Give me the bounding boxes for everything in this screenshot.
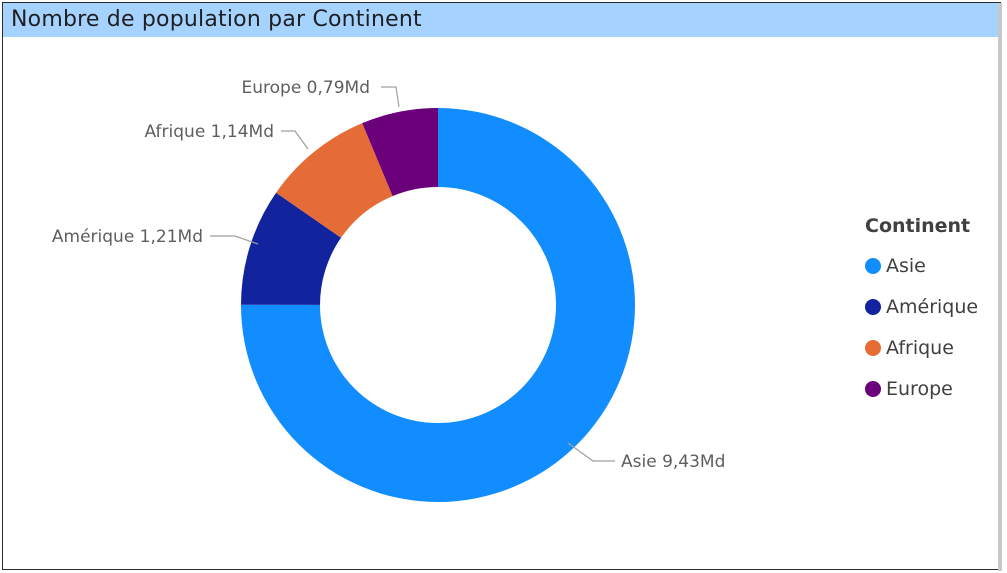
legend-item-europe[interactable]: Europe — [865, 368, 978, 409]
slice-europe[interactable] — [362, 108, 438, 197]
data-label-amerique: Amérique 1,21Md — [52, 227, 203, 247]
legend-title: Continent — [865, 215, 971, 237]
legend-items: Asie Amérique Afrique Europe — [865, 245, 978, 409]
data-label-asie: Asie 9,43Md — [621, 452, 725, 472]
legend-marker-icon — [865, 380, 881, 397]
legend-item-afrique[interactable]: Afrique — [865, 327, 978, 368]
slice-amerique[interactable] — [241, 192, 342, 305]
legend-marker-icon — [865, 298, 881, 315]
leader-line-europe — [381, 86, 400, 108]
legend-label: Afrique — [886, 336, 954, 359]
slice-afrique[interactable] — [276, 123, 393, 238]
donut-slices — [241, 108, 636, 503]
leader-line-afrique — [281, 130, 309, 150]
legend-item-asie[interactable]: Asie — [865, 245, 978, 286]
data-labels: Asie 9,43Md Amérique 1,21Md Afrique 1,14Md… — [52, 78, 726, 472]
legend-label: Asie — [886, 254, 926, 277]
legend: Continent Asie Amérique Afrique Europe — [865, 215, 978, 409]
legend-marker-icon — [865, 257, 881, 274]
leader-line-asie — [567, 442, 615, 462]
data-label-europe: Europe 0,79Md — [242, 78, 371, 98]
legend-label: Europe — [886, 377, 953, 400]
title-bar: Nombre de population par Continent — [3, 3, 1000, 37]
data-label-afrique: Afrique 1,14Md — [145, 122, 274, 142]
slice-asie[interactable] — [241, 108, 636, 503]
donut-chart[interactable]: Asie 9,43Md Amérique 1,21Md Afrique 1,14Md… — [3, 3, 1002, 571]
leader-line-amerique — [210, 235, 259, 245]
legend-marker-icon — [865, 339, 881, 356]
legend-item-amerique[interactable]: Amérique — [865, 286, 978, 327]
visual-focus-scrollbar — [998, 3, 1002, 571]
legend-label: Amérique — [886, 295, 979, 318]
chart-title: Nombre de population par Continent — [11, 7, 422, 32]
